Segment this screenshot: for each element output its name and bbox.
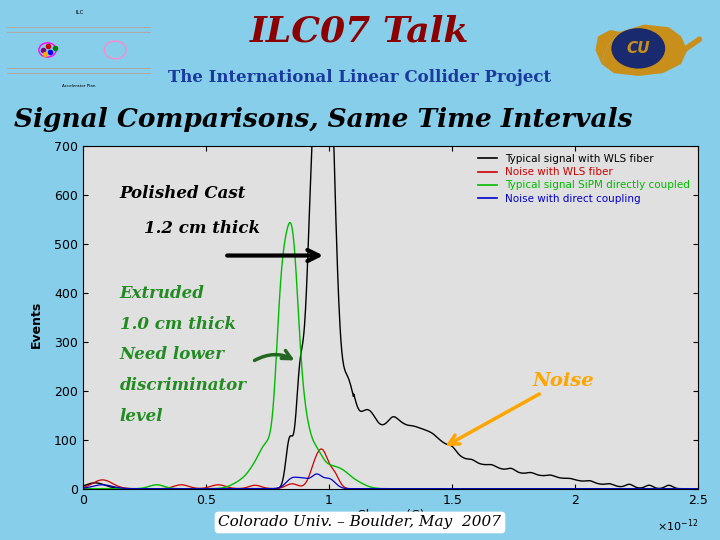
Text: CU: CU — [626, 41, 650, 56]
Text: Polished Cast: Polished Cast — [120, 185, 246, 202]
Text: 1.2 cm thick: 1.2 cm thick — [145, 220, 261, 237]
Text: ILC: ILC — [75, 10, 84, 15]
Text: Signal Comparisons, Same Time Intervals: Signal Comparisons, Same Time Intervals — [14, 107, 633, 132]
Text: ILC07 Talk: ILC07 Talk — [251, 15, 469, 49]
Text: level: level — [120, 408, 163, 425]
Text: Extruded: Extruded — [120, 285, 204, 302]
Text: The International Linear Collider Project: The International Linear Collider Projec… — [168, 70, 552, 86]
Legend: Typical signal with WLS fiber, Noise with WLS fiber, Typical signal SiPM directl: Typical signal with WLS fiber, Noise wit… — [475, 151, 693, 207]
Text: discriminator: discriminator — [120, 377, 247, 394]
Text: $\times10^{-12}$: $\times10^{-12}$ — [657, 518, 698, 535]
Text: Events: Events — [30, 300, 42, 348]
Polygon shape — [595, 30, 620, 64]
Text: Noise: Noise — [449, 372, 594, 444]
Text: Need lower: Need lower — [120, 347, 225, 363]
X-axis label: Charge (C): Charge (C) — [357, 509, 424, 522]
Circle shape — [611, 28, 665, 69]
Polygon shape — [602, 24, 687, 76]
Text: 1.0 cm thick: 1.0 cm thick — [120, 315, 235, 333]
Text: Colorado Univ. – Boulder, May  2007: Colorado Univ. – Boulder, May 2007 — [218, 516, 502, 529]
Text: Accelerator Plan: Accelerator Plan — [63, 84, 96, 89]
